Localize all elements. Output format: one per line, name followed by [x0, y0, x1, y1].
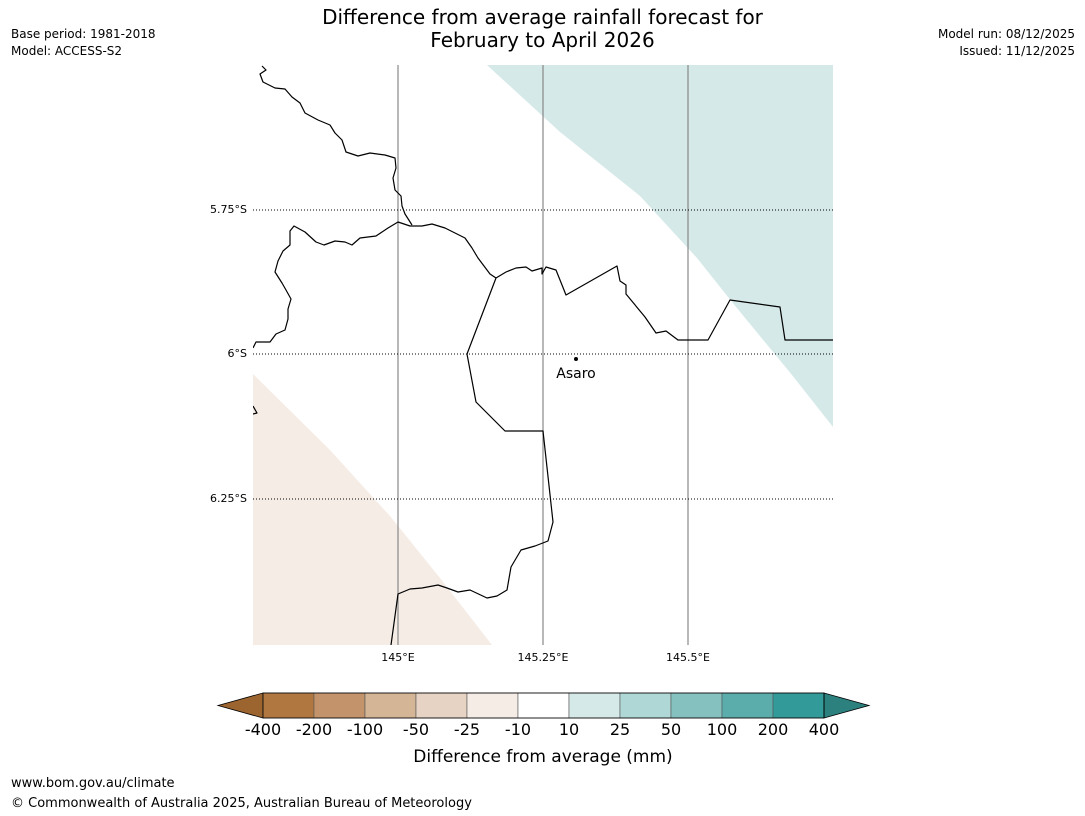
colorbar-tick-label: 200: [758, 720, 789, 739]
lon-label-145: 145°E: [381, 651, 414, 664]
colorbar-tick-label: -400: [245, 720, 281, 739]
drier-region: [253, 374, 492, 645]
map-title: Difference from average rainfall forecas…: [0, 6, 1085, 52]
colorbar-box: [466, 692, 519, 719]
model-name: Model: ACCESS-S2: [11, 44, 123, 58]
colorbar-extend-low: [216, 692, 264, 719]
boundary-northwest: [259, 65, 413, 226]
colorbar-tick-label: -25: [454, 720, 480, 739]
colorbar-box: [415, 692, 468, 719]
colorbar-box: [721, 692, 774, 719]
place-label-asaro: Asaro: [556, 366, 595, 382]
colorbar-extend-high: [823, 692, 871, 719]
wetter-region: [487, 65, 833, 427]
lon-label-145-25: 145.25°E: [518, 651, 569, 664]
footer-copyright: © Commonwealth of Australia 2025, Austra…: [11, 796, 472, 811]
colorbar-box: [313, 692, 366, 719]
boundary-lines: [253, 65, 833, 645]
boundary-east: [495, 265, 833, 341]
model-run: Model run: 08/12/2025: [937, 27, 1075, 41]
colorbar-tick-label: 50: [661, 720, 681, 739]
boundary-central: [390, 277, 554, 645]
colorbar-tick-label: -50: [403, 720, 429, 739]
colorbar-box: [262, 692, 315, 719]
lat-label-5-75: 5.75°S: [210, 203, 247, 216]
colorbar-box: [772, 692, 825, 719]
asaro-marker: [574, 357, 578, 361]
colorbar-title: Difference from average (mm): [413, 747, 672, 767]
colorbar-box: [517, 692, 570, 719]
boundary-west-loop: [253, 221, 497, 349]
colorbar: -400 -200 -100 -50 -25 -10 10 25 50 100 200 400: [216, 692, 871, 739]
boundary-fragment: [253, 405, 258, 415]
footer-url[interactable]: www.bom.gov.au/climate: [11, 776, 175, 791]
colorbar-tick-label: 100: [707, 720, 738, 739]
meta-right: Model run: 08/12/2025 Issued: 11/12/2025: [938, 26, 1075, 60]
meta-left: Base period: 1981-2018 Model: ACCESS-S2: [11, 26, 156, 60]
title-line-2: February to April 2026: [430, 28, 655, 52]
issued-date: Issued: 11/12/2025: [959, 44, 1075, 58]
colorbar-box: [670, 692, 723, 719]
lat-label-6: 6°S: [228, 347, 247, 360]
colorbar-box: [364, 692, 417, 719]
colorbar-box: [619, 692, 672, 719]
colorbar-tick-label: -100: [347, 720, 383, 739]
base-period: Base period: 1981-2018: [11, 27, 156, 41]
colorbar-tick-label: -10: [505, 720, 531, 739]
colorbar-tick-label: -200: [296, 720, 332, 739]
colorbar-tick-label: 400: [809, 720, 840, 739]
colorbar-outline: [262, 692, 825, 719]
colorbar-tick-label: 10: [559, 720, 579, 739]
colorbar-box: [568, 692, 621, 719]
lat-label-6-25: 6.25°S: [210, 492, 247, 505]
lon-label-145-5: 145.5°E: [666, 651, 710, 664]
title-line-1: Difference from average rainfall forecas…: [322, 5, 763, 29]
colorbar-tick-label: 25: [610, 720, 630, 739]
